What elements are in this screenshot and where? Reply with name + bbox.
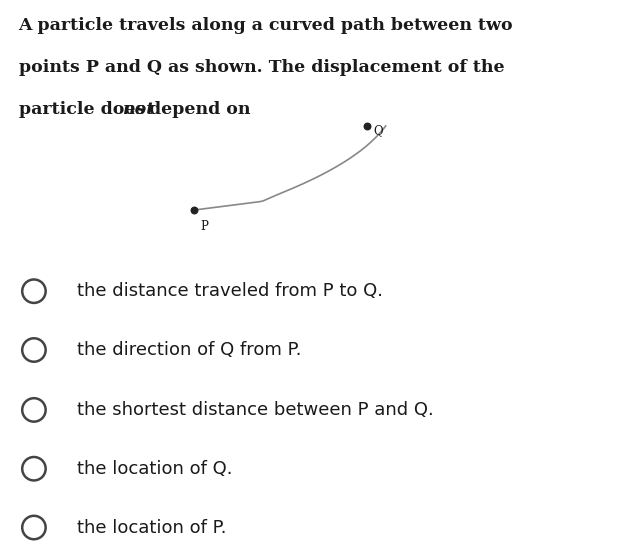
Text: the location of P.: the location of P. xyxy=(77,519,226,536)
Point xyxy=(362,122,372,130)
Text: P: P xyxy=(201,220,209,233)
Text: depend on: depend on xyxy=(143,101,250,118)
Text: not: not xyxy=(122,101,154,118)
Text: Q: Q xyxy=(373,124,383,137)
Text: the distance traveled from P to Q.: the distance traveled from P to Q. xyxy=(77,282,383,300)
Text: the shortest distance between P and Q.: the shortest distance between P and Q. xyxy=(77,401,434,419)
Text: the location of Q.: the location of Q. xyxy=(77,460,233,478)
Text: A particle travels along a curved path between two: A particle travels along a curved path b… xyxy=(19,17,513,34)
Text: the direction of Q from P.: the direction of Q from P. xyxy=(77,341,302,359)
Text: particle does: particle does xyxy=(19,101,151,118)
Text: points P and Q as shown. The displacement of the: points P and Q as shown. The displacemen… xyxy=(19,59,504,76)
Point xyxy=(189,206,199,214)
